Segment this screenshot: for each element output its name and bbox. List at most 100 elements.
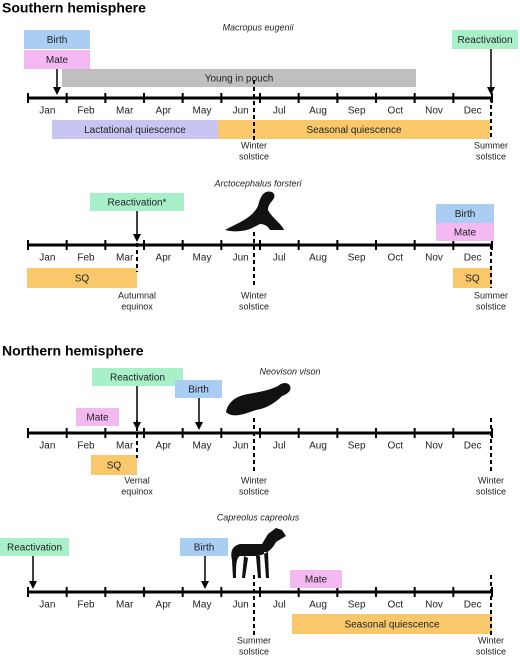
month-label: Sep	[348, 600, 366, 611]
arrow-head	[487, 87, 495, 95]
period-box	[453, 268, 492, 288]
box-label: SQ	[465, 274, 480, 285]
month-label: Dec	[464, 441, 482, 452]
month-label: May	[193, 600, 212, 611]
month-label: Jul	[273, 600, 286, 611]
month-label: Jan	[39, 106, 55, 117]
month-label: Mar	[116, 253, 134, 264]
marker-label: equinox	[121, 301, 153, 311]
marker-label: solstice	[476, 151, 506, 161]
section-title: Northern hemisphere	[2, 343, 144, 359]
month-label: Aug	[309, 106, 327, 117]
month-label: Mar	[116, 600, 134, 611]
month-label: Feb	[77, 600, 95, 611]
month-label: Nov	[425, 253, 443, 264]
month-label: Feb	[77, 253, 95, 264]
month-label: Aug	[309, 253, 327, 264]
month-label: May	[193, 441, 212, 452]
month-label: Apr	[156, 600, 172, 611]
box-label: Seasonal quiescence	[306, 125, 402, 136]
box-label: Birth	[455, 209, 476, 220]
month-label: Jan	[39, 253, 55, 264]
mink-silhouette	[226, 383, 291, 416]
deer-silhouette	[231, 528, 286, 578]
box-label: Lactational quiescence	[84, 125, 186, 136]
period-box	[452, 30, 518, 49]
box-label: Young in pouch	[205, 74, 274, 85]
month-label: Dec	[464, 106, 482, 117]
month-label: Feb	[77, 441, 95, 452]
species-name: Arctocephalus forsteri	[213, 178, 302, 188]
box-label: Birth	[188, 385, 209, 396]
period-box	[290, 570, 342, 588]
arrow-head	[29, 581, 37, 589]
month-label: Oct	[388, 441, 404, 452]
period-box	[218, 120, 490, 139]
month-label: Jun	[233, 106, 249, 117]
period-box	[62, 69, 416, 87]
marker-label: Winter	[478, 475, 504, 485]
arrow-head	[201, 581, 209, 589]
period-box	[175, 380, 222, 398]
marker-label: Summer	[237, 635, 271, 645]
marker-label: solstice	[239, 486, 269, 496]
period-box	[180, 538, 228, 556]
species-name: Macropus eugenii	[222, 22, 294, 32]
month-label: Feb	[77, 106, 95, 117]
marker-label: Summer	[474, 290, 508, 300]
marker-label: Autumnal	[118, 290, 156, 300]
month-label: Sep	[348, 253, 366, 264]
marker-label: solstice	[239, 646, 269, 656]
month-label: Oct	[388, 253, 404, 264]
month-label: May	[193, 106, 212, 117]
section-title: Southern hemisphere	[2, 0, 146, 16]
marker-label: Summer	[474, 140, 508, 150]
month-label: Aug	[309, 600, 327, 611]
month-label: Aug	[309, 441, 327, 452]
period-box	[91, 455, 137, 475]
box-label: Seasonal quiescence	[344, 620, 440, 631]
marker-label: Winter	[241, 475, 267, 485]
arrow-head	[53, 87, 61, 95]
arrow-head	[133, 234, 141, 242]
box-label: Reactivation*	[108, 198, 167, 209]
box-label: Birth	[194, 543, 215, 554]
box-label: Reactivation	[110, 373, 165, 384]
box-label: Mate	[46, 55, 69, 66]
box-label: Reactivation	[7, 543, 62, 554]
box-label: Mate	[86, 413, 109, 424]
period-box	[24, 50, 90, 69]
month-label: Dec	[464, 253, 482, 264]
marker-label: equinox	[121, 486, 153, 496]
period-box	[27, 268, 137, 288]
period-box	[436, 204, 494, 223]
species-name: Neovison vison	[259, 366, 320, 376]
month-label: Sep	[348, 106, 366, 117]
month-label: Jun	[233, 253, 249, 264]
month-label: Jul	[273, 106, 286, 117]
period-box	[292, 614, 492, 634]
month-label: Jan	[39, 600, 55, 611]
month-label: Jul	[273, 253, 286, 264]
month-label: Mar	[116, 106, 134, 117]
month-label: Jun	[233, 441, 249, 452]
marker-label: Winter	[241, 140, 267, 150]
month-label: Oct	[388, 600, 404, 611]
period-box	[52, 120, 218, 139]
marker-label: solstice	[239, 151, 269, 161]
month-label: Jul	[273, 441, 286, 452]
box-label: Mate	[454, 228, 477, 239]
period-box	[24, 30, 90, 49]
marker-label: Vernal	[124, 475, 150, 485]
month-label: Apr	[156, 253, 172, 264]
marker-label: solstice	[476, 646, 506, 656]
period-box	[0, 538, 69, 556]
month-label: Jun	[233, 600, 249, 611]
arrow-head	[133, 422, 141, 430]
period-box	[90, 193, 184, 211]
month-label: Mar	[116, 441, 134, 452]
month-label: Nov	[425, 106, 443, 117]
month-label: Sep	[348, 441, 366, 452]
month-label: Jan	[39, 441, 55, 452]
